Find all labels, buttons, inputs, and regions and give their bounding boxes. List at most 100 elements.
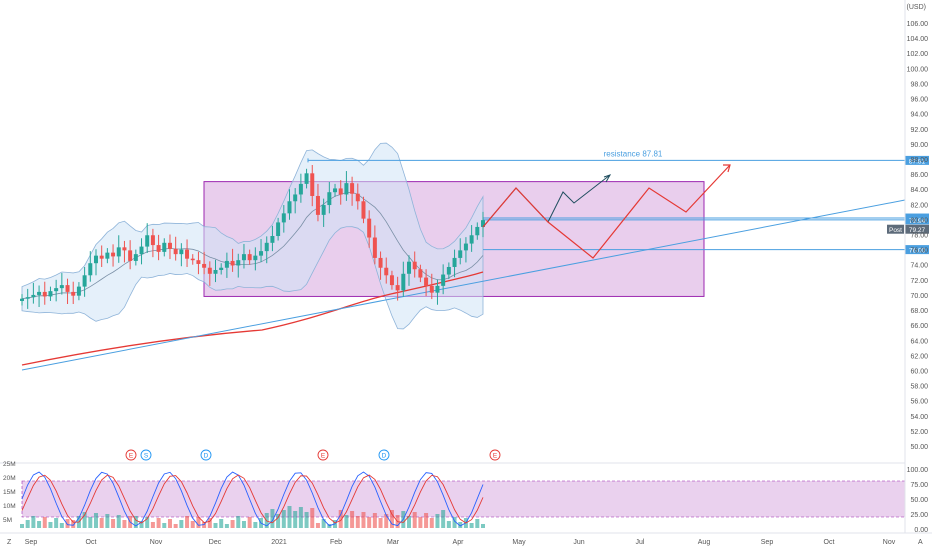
candle-body <box>384 267 389 276</box>
volume-bar <box>452 517 457 528</box>
x-axis-tick: Jul <box>636 539 645 546</box>
candle-body <box>213 270 218 274</box>
candle-body <box>429 285 434 293</box>
y-axis-tick: 104.00 <box>907 36 929 43</box>
volume-bar <box>71 520 76 528</box>
volume-bar <box>338 510 343 528</box>
volume-tick: 20M <box>3 475 16 482</box>
y-axis-tick: 50.00 <box>910 444 928 451</box>
volume-bar <box>162 523 167 528</box>
post-tag-bg <box>887 224 904 234</box>
candle-body <box>259 251 264 256</box>
candle-body <box>281 213 286 223</box>
candle-body <box>156 245 161 252</box>
y-axis-tick: 60.00 <box>910 368 928 375</box>
candle-body <box>435 285 440 293</box>
x-axis-tick: Nov <box>883 539 896 546</box>
candle-body <box>452 257 457 267</box>
y-axis-tick: 66.00 <box>910 323 928 330</box>
candle-body <box>253 255 258 261</box>
event-marker-label: E <box>321 453 326 460</box>
stoch-d-line <box>21 474 484 524</box>
volume-bar <box>293 511 298 528</box>
volume-bar <box>42 517 47 528</box>
candle-body <box>344 183 349 195</box>
volume-bar <box>458 522 463 528</box>
price-tag-bg <box>905 245 929 255</box>
candle-body <box>321 205 326 215</box>
volume-bar <box>435 514 440 528</box>
corner-right-label: A <box>918 539 923 546</box>
x-axis-tick: Sep <box>761 539 774 546</box>
x-axis-tick: Dec <box>209 539 222 546</box>
candle-body <box>247 254 252 261</box>
volume-tick: 25M <box>3 461 16 468</box>
candle-body <box>133 254 138 261</box>
candle-body <box>350 183 355 194</box>
oscillator-tick: 25.00 <box>910 512 928 519</box>
volume-bar <box>48 522 53 528</box>
candle-body <box>378 257 383 268</box>
volume-bar <box>298 507 303 528</box>
candle-body <box>71 291 76 296</box>
bollinger-basis <box>21 192 484 300</box>
candle-body <box>196 260 201 264</box>
candle-body <box>424 277 429 286</box>
y-axis-tick: 84.00 <box>910 187 928 194</box>
candle-body <box>173 248 178 255</box>
volume-bar <box>389 510 394 528</box>
price-tag: 87.81 <box>909 158 926 165</box>
volume-bar <box>315 523 320 528</box>
candle-body <box>418 269 423 278</box>
volume-bar <box>213 523 218 528</box>
volume-bar <box>481 524 485 528</box>
y-axis-tick: 96.00 <box>910 97 928 104</box>
event-marker-label: S <box>144 453 149 460</box>
volume-bar <box>469 523 474 528</box>
volume-bar <box>150 522 155 528</box>
candle-body <box>367 218 372 238</box>
volume-bar <box>173 524 178 528</box>
volume-bar <box>179 520 184 528</box>
volume-bar <box>37 521 42 528</box>
bollinger-band <box>21 142 484 330</box>
candle-body <box>270 236 275 243</box>
event-marker <box>317 449 329 461</box>
candle-body <box>264 242 269 252</box>
volume-bar <box>122 520 127 528</box>
volume-bar <box>372 513 377 528</box>
oscillator-tick: 100.00 <box>907 467 929 474</box>
candle-body <box>338 188 343 195</box>
candle-body <box>446 266 451 275</box>
y-axis-tick: 62.00 <box>910 353 928 360</box>
candle-body <box>150 235 155 246</box>
candle-body <box>230 260 235 266</box>
x-axis-tick: Mar <box>387 539 400 546</box>
volume-bar <box>185 516 190 528</box>
x-axis-tick: Sep <box>25 539 38 546</box>
candle-body <box>202 263 207 268</box>
volume-bar <box>156 518 161 528</box>
volume-bar <box>207 518 212 528</box>
event-marker <box>200 449 212 461</box>
candle-body <box>25 297 30 299</box>
candle-body <box>145 235 150 247</box>
volume-bar <box>133 516 138 528</box>
candle-body <box>20 298 24 301</box>
candle-body <box>389 275 394 286</box>
candle-body <box>37 291 42 295</box>
candle-body <box>167 242 172 249</box>
stoch-k-line <box>21 471 484 527</box>
y-axis-tick: 86.00 <box>910 172 928 179</box>
volume-bar <box>407 516 412 528</box>
resistance-annotation: resistance 87.81 <box>604 149 663 158</box>
oscillator-band <box>21 480 906 518</box>
price-tag: 79.27 <box>909 227 926 234</box>
candle-body <box>395 285 400 291</box>
candle-body <box>298 183 303 195</box>
volume-bar <box>93 513 98 528</box>
volume-bar <box>412 512 417 528</box>
candle-body <box>59 285 64 289</box>
candle-body <box>99 255 104 259</box>
